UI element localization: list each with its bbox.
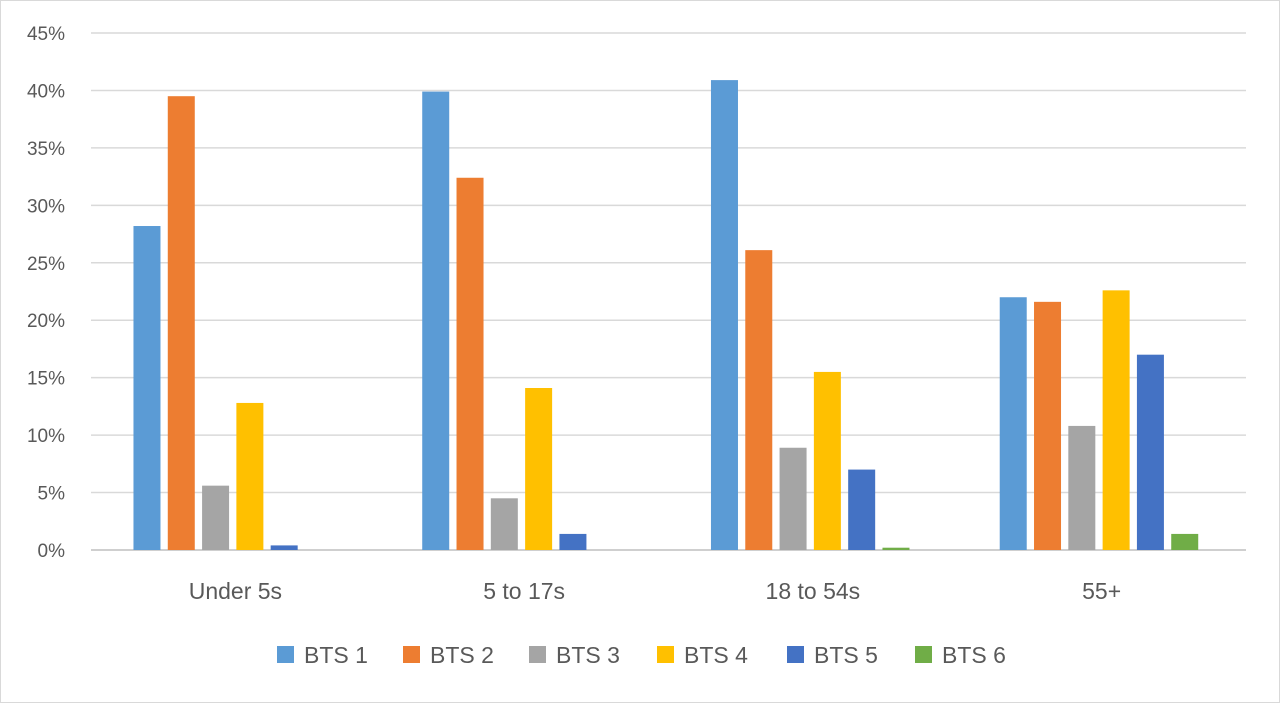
bar-bts-2-0: [167, 96, 195, 550]
bar-bts-3-1: [490, 498, 518, 550]
bar-bts-6-2: [882, 547, 910, 550]
y-tick-label: 5%: [38, 484, 66, 505]
bars: [133, 80, 1199, 551]
y-tick-label: 0%: [38, 541, 66, 562]
legend-swatch: [915, 646, 932, 663]
legend-label: BTS 2: [430, 642, 494, 668]
legend-label: BTS 5: [814, 642, 878, 668]
bar-bts-1-2: [710, 80, 738, 551]
bar-bts-3-0: [202, 485, 230, 550]
bar-bts-1-1: [422, 91, 450, 551]
category-label: 5 to 17s: [483, 578, 565, 604]
bar-bts-1-3: [999, 297, 1027, 550]
bar-bts-5-1: [559, 533, 587, 550]
legend: BTS 1 BTS 2 BTS 3 BTS 4 BTS 5 BTS 6: [277, 642, 1006, 668]
bar-bts-1-0: [133, 226, 161, 550]
legend-swatch: [403, 646, 420, 663]
bar-bts-2-1: [456, 177, 484, 550]
y-tick-label: 20%: [27, 311, 65, 332]
bar-bts-6-3: [1171, 533, 1199, 550]
bar-bts-4-1: [525, 388, 553, 550]
bar-bts-3-2: [779, 447, 807, 550]
y-axis-ticks: 0% 5% 10% 15% 20% 25% 30% 35% 40% 45%: [27, 24, 65, 562]
legend-swatch: [657, 646, 674, 663]
bar-bts-5-3: [1136, 354, 1164, 550]
legend-swatch: [529, 646, 546, 663]
legend-swatch: [787, 646, 804, 663]
y-tick-label: 30%: [27, 196, 65, 217]
y-tick-label: 45%: [27, 24, 65, 45]
legend-swatch: [277, 646, 294, 663]
legend-label: BTS 6: [942, 642, 1006, 668]
bar-bts-4-2: [813, 371, 841, 550]
x-axis-categories: Under 5s 5 to 17s 18 to 54s 55+: [189, 578, 1121, 604]
y-tick-label: 10%: [27, 426, 65, 447]
category-label: Under 5s: [189, 578, 282, 604]
y-tick-label: 25%: [27, 254, 65, 275]
category-label: 55+: [1082, 578, 1121, 604]
bar-bts-2-3: [1034, 301, 1062, 550]
category-label: 18 to 54s: [766, 578, 861, 604]
y-tick-label: 35%: [27, 139, 65, 160]
y-tick-label: 40%: [27, 81, 65, 102]
gridlines: [91, 32, 1246, 551]
bar-bts-4-3: [1102, 290, 1130, 550]
y-tick-label: 15%: [27, 369, 65, 390]
legend-label: BTS 3: [556, 642, 620, 668]
bar-bts-3-3: [1068, 425, 1096, 550]
bar-bts-5-0: [270, 545, 298, 550]
bar-bts-5-2: [848, 469, 876, 550]
legend-label: BTS 1: [304, 642, 368, 668]
bar-bts-2-2: [745, 250, 773, 550]
bar-bts-4-0: [236, 402, 264, 550]
legend-label: BTS 4: [684, 642, 748, 668]
